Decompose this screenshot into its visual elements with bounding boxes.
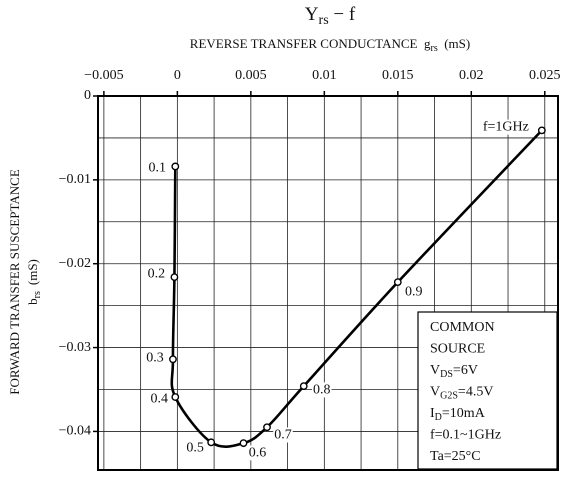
point-label-bg bbox=[149, 391, 170, 407]
point-label: f=1GHz bbox=[483, 120, 529, 135]
y-axis-label-line: FORWARD TRANSFER SUSCEPTANCE bbox=[7, 169, 22, 395]
point-label-bg bbox=[481, 119, 530, 135]
plot-frame bbox=[97, 95, 559, 471]
annotation-line: Ta=25°C bbox=[430, 449, 481, 464]
x-tick-label: 0.025 bbox=[529, 68, 561, 83]
x-tick-label: 0.02 bbox=[459, 68, 484, 83]
annotation-line: SOURCE bbox=[430, 342, 485, 357]
point-label: 0.6 bbox=[249, 445, 267, 460]
annotation-sub: D bbox=[435, 412, 442, 423]
point-label-bg bbox=[145, 350, 165, 366]
x-tick-label: 0.015 bbox=[382, 68, 414, 83]
annotation-line: ID=10mA bbox=[430, 406, 486, 423]
point-label: 0.5 bbox=[186, 441, 204, 456]
annotation-line: COMMON bbox=[430, 320, 495, 335]
annotation-text: =10mA bbox=[442, 406, 486, 421]
annotation-text: Ta=25°C bbox=[430, 449, 481, 464]
point-label: 0.2 bbox=[148, 266, 166, 281]
data-point bbox=[171, 393, 180, 401]
point-label-bg bbox=[247, 445, 268, 461]
point-label: 0.8 bbox=[313, 382, 331, 397]
point-label: 0.4 bbox=[151, 391, 169, 406]
annotation-sub: G2S bbox=[440, 391, 458, 402]
point-label-bg bbox=[273, 427, 293, 443]
point-label: 0.9 bbox=[405, 284, 423, 299]
data-point bbox=[169, 355, 177, 364]
data-point bbox=[393, 278, 402, 287]
legend-box bbox=[417, 311, 558, 470]
annotation-text: COMMON bbox=[430, 320, 495, 335]
annotation-text: SOURCE bbox=[430, 342, 485, 357]
data-point bbox=[299, 382, 308, 391]
x-tick-label: 0 bbox=[174, 68, 181, 83]
y-tick-label: −0.03 bbox=[59, 340, 91, 355]
chart-title: Yrs − f bbox=[305, 4, 356, 28]
y-tick-label: −0.04 bbox=[59, 424, 91, 439]
annotation-line: VDS=6V bbox=[430, 363, 478, 380]
annotation-text: =6V bbox=[453, 363, 478, 378]
x-axis-label: REVERSE TRANSFER CONDUCTANCE grs (mS) bbox=[190, 36, 470, 54]
point-label: 0.7 bbox=[274, 427, 292, 442]
annotation-line: VG2S=4.5V bbox=[430, 385, 493, 402]
x-tick-label: 0.01 bbox=[312, 68, 337, 83]
annotation-text: =4.5V bbox=[458, 385, 494, 400]
x-tick-label: 0.005 bbox=[235, 68, 267, 83]
data-point bbox=[170, 273, 179, 282]
y-tick-label: −0.02 bbox=[59, 256, 91, 271]
x-tick-label: −0.005 bbox=[84, 68, 123, 83]
annotation-text: V bbox=[430, 385, 440, 400]
annotation-line: f=0.1~1GHz bbox=[430, 428, 501, 443]
point-label-bg bbox=[404, 284, 424, 300]
y-axis-label: FORWARD TRANSFER SUSCEPTANCE brs(mS) bbox=[7, 169, 43, 395]
data-point bbox=[263, 423, 271, 432]
data-point bbox=[171, 162, 180, 171]
point-label: 0.1 bbox=[149, 161, 167, 176]
point-label-bg bbox=[146, 266, 167, 282]
data-point bbox=[239, 439, 248, 448]
data-point bbox=[537, 126, 546, 135]
point-label-bg bbox=[185, 440, 205, 456]
y-tick-label: 0 bbox=[84, 88, 91, 103]
annotation-text: I bbox=[430, 406, 435, 421]
annotation-text: V bbox=[430, 363, 440, 378]
point-label-bg bbox=[312, 382, 332, 398]
annotation-sub: DS bbox=[440, 369, 453, 380]
y-tick-label: −0.01 bbox=[59, 172, 91, 187]
point-label: 0.3 bbox=[146, 351, 164, 366]
data-point bbox=[207, 438, 216, 447]
y-axis-label-symbol: brs(mS) bbox=[25, 259, 43, 305]
annotation-text: f=0.1~1GHz bbox=[430, 428, 501, 443]
point-label-bg bbox=[147, 160, 168, 176]
